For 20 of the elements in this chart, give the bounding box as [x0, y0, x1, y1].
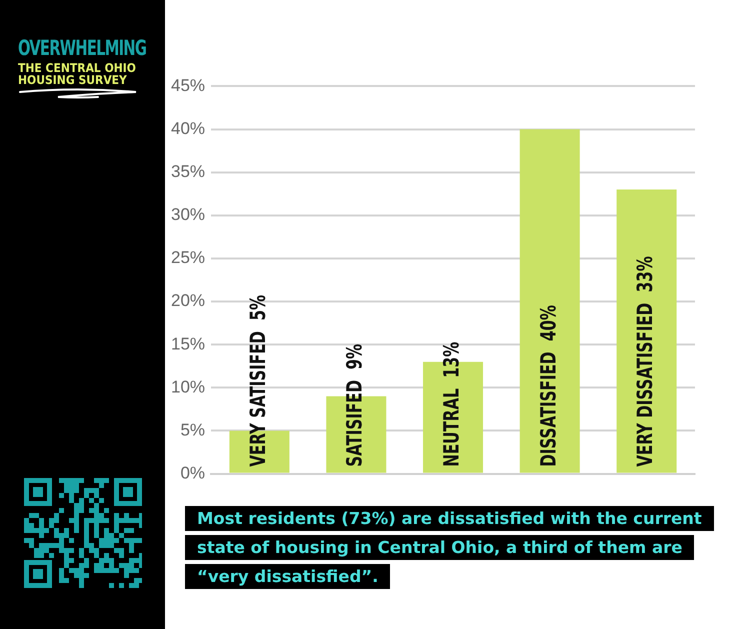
y-tick-label: 30%: [170, 205, 206, 224]
category-label: NEUTRAL 13%: [440, 342, 464, 467]
category-label: VERY DISSATISFIED 33%: [633, 256, 658, 467]
y-tick-label: 0%: [180, 463, 206, 482]
y-tick-label: 45%: [170, 76, 206, 95]
text: Most residents (73%) are dissatisfied with the current state of housing in Central Ohio, a third of them are “very dissatisfied”.: [185, 506, 714, 589]
y-tick-label: 10%: [170, 377, 206, 396]
chart-title: OVERWHELMING: [18, 36, 146, 60]
text: THE CENTRAL OHIO HOUSING SURVEY: [18, 61, 137, 87]
category-label: VERY SATISIFED 5%: [246, 294, 270, 467]
category-label: SATISIFED 9%: [342, 344, 368, 467]
y-tick-label: 15%: [170, 334, 206, 354]
y-tick-label: 25%: [170, 248, 206, 268]
y-tick-label: 40%: [170, 118, 206, 138]
y-tick-label: 5%: [180, 420, 206, 440]
y-tick-label: 35%: [170, 162, 206, 182]
y-tick-label: 20%: [170, 291, 206, 310]
bar: [520, 129, 580, 473]
category-label: DISSATISFIED 40%: [536, 305, 561, 467]
bar: [616, 190, 677, 473]
